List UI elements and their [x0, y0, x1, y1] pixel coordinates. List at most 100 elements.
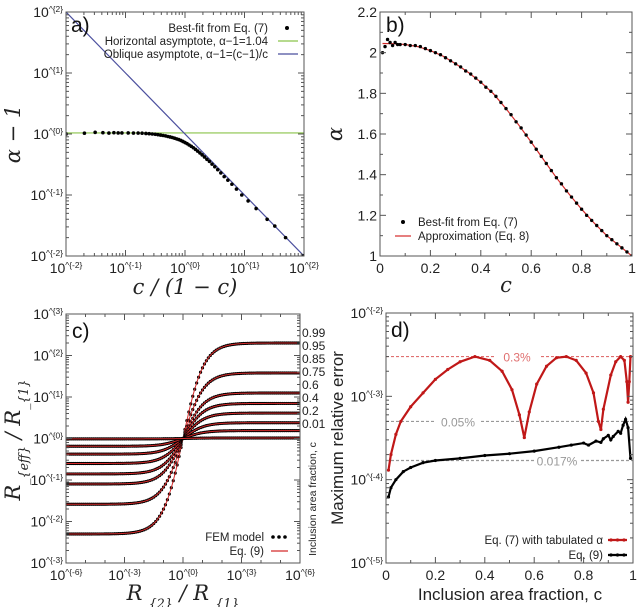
best-fit-point [202, 155, 207, 159]
legend-label: Eq. (9) [568, 550, 603, 562]
series-point [458, 456, 462, 460]
best-fit-point [433, 50, 438, 55]
legend-marker-point [271, 535, 275, 539]
best-fit-point [448, 59, 453, 63]
series-point [623, 417, 628, 421]
curve-label: 0.95 [302, 339, 326, 353]
best-fit-point [519, 126, 523, 130]
best-fit-point [549, 168, 554, 173]
best-fit-point [207, 159, 212, 164]
best-fit-point [504, 106, 508, 111]
series-point [609, 373, 613, 377]
panel-b: 0 0.2 0.4 0.6 0.8 1 1 1.2 1.4 1.6 1.8 2 2.2 b) c α Best-… [323, 4, 636, 297]
reference-label-bg [436, 414, 480, 429]
best-fit-point [200, 153, 204, 157]
legend-label: Best-fit from Eq. (7) [168, 23, 268, 35]
best-fit-point [605, 233, 609, 238]
series-point [399, 419, 403, 424]
y-tick-label: 10^{-3} [350, 388, 383, 404]
best-fit-point [469, 72, 473, 76]
plot-frame [65, 11, 305, 257]
best-fit-point [463, 69, 468, 73]
y-tick-label: 1.8 [358, 85, 378, 101]
best-fit-point [210, 162, 214, 166]
series-point [564, 354, 568, 359]
x-axis-label: R_{2} / R_{1} [126, 581, 240, 607]
series-point [625, 380, 629, 384]
best-fit-point [534, 147, 538, 151]
eq7-series [386, 354, 633, 472]
curve-c-0.99 [66, 341, 300, 536]
series-point [611, 434, 615, 439]
best-fit-point [600, 228, 604, 233]
series-point [594, 439, 598, 443]
series-point [557, 445, 561, 449]
plot-area [66, 341, 300, 536]
best-fit-point [93, 130, 97, 135]
x-tick-label: 10^{1} [230, 260, 260, 276]
legend-label: Eq. (7) with tabulated α [484, 535, 603, 547]
series-point [606, 433, 610, 437]
best-fit-point [595, 223, 599, 228]
legend-marker-point [615, 553, 620, 557]
best-fit-point [107, 131, 111, 135]
x-tick-label: 0.2 [426, 567, 446, 583]
reference-label-bg [495, 349, 539, 364]
best-fit-point [539, 154, 543, 159]
legend-label: Oblique asymptote, α−1=(c−1)/c [104, 49, 268, 61]
series-point [394, 478, 398, 482]
best-fit-point [156, 132, 160, 137]
x-tick-label: 0.4 [471, 260, 491, 276]
series-point [619, 431, 623, 435]
series-point [386, 468, 391, 472]
best-fit-point [438, 53, 443, 57]
best-fit-point [413, 43, 417, 48]
best-fit-point [615, 242, 619, 246]
series-point [599, 440, 603, 445]
best-fit-point [112, 130, 116, 135]
y-tick-label: 10^{-3} [30, 555, 63, 571]
best-fit-point [205, 157, 209, 162]
best-fit-point [120, 131, 124, 135]
series-line [387, 355, 632, 471]
y-tick-label: 10^{2} [33, 4, 63, 20]
y-tick-label: 1.2 [358, 207, 378, 223]
best-fit-point [514, 120, 518, 124]
y-tick-label: 10^{-1} [30, 472, 63, 488]
panel-label: c) [72, 320, 90, 343]
y-axis-label: Maximum relative error [328, 351, 347, 525]
legend-marker-point [401, 220, 405, 224]
series-point [582, 441, 586, 445]
best-fit-point [408, 43, 412, 48]
curve-c-0.2 [66, 429, 300, 448]
series-point [554, 356, 559, 360]
y-tick-label: 10^{-2} [30, 248, 63, 264]
y-axis-label: R_{eff} / R_{1} [1, 379, 31, 501]
best-fit-point [101, 130, 105, 135]
best-fit-point [554, 176, 559, 180]
series-point [433, 377, 437, 381]
panel-c: 10^{-6} 10^{-3} 10^{0} 10^{3} 10^{6}10^{-3}1… [1, 306, 326, 607]
series-point [433, 458, 437, 463]
series-point [389, 486, 393, 490]
series-point [389, 452, 393, 457]
best-fit-point [265, 217, 269, 222]
x-tick-label: 0.8 [572, 260, 592, 276]
series-point [626, 400, 630, 404]
best-fit-point [398, 42, 402, 47]
best-fit-point [610, 238, 614, 242]
x-tick-label: 0.4 [475, 567, 495, 583]
plot-frame [379, 11, 633, 257]
best-fit-point [509, 112, 513, 117]
best-fit-point [272, 224, 277, 228]
best-fit-point [153, 132, 158, 137]
x-tick-label: 10^{3} [227, 567, 257, 583]
best-fit-point [423, 46, 428, 51]
y-tick-label: 10^{0} [33, 431, 63, 447]
series-point [584, 371, 588, 375]
y-tick-label: 10^{1} [33, 389, 63, 405]
series-point [532, 449, 536, 453]
curve-label: 0.4 [302, 391, 319, 405]
series-point [421, 461, 425, 465]
series-point [627, 380, 631, 384]
